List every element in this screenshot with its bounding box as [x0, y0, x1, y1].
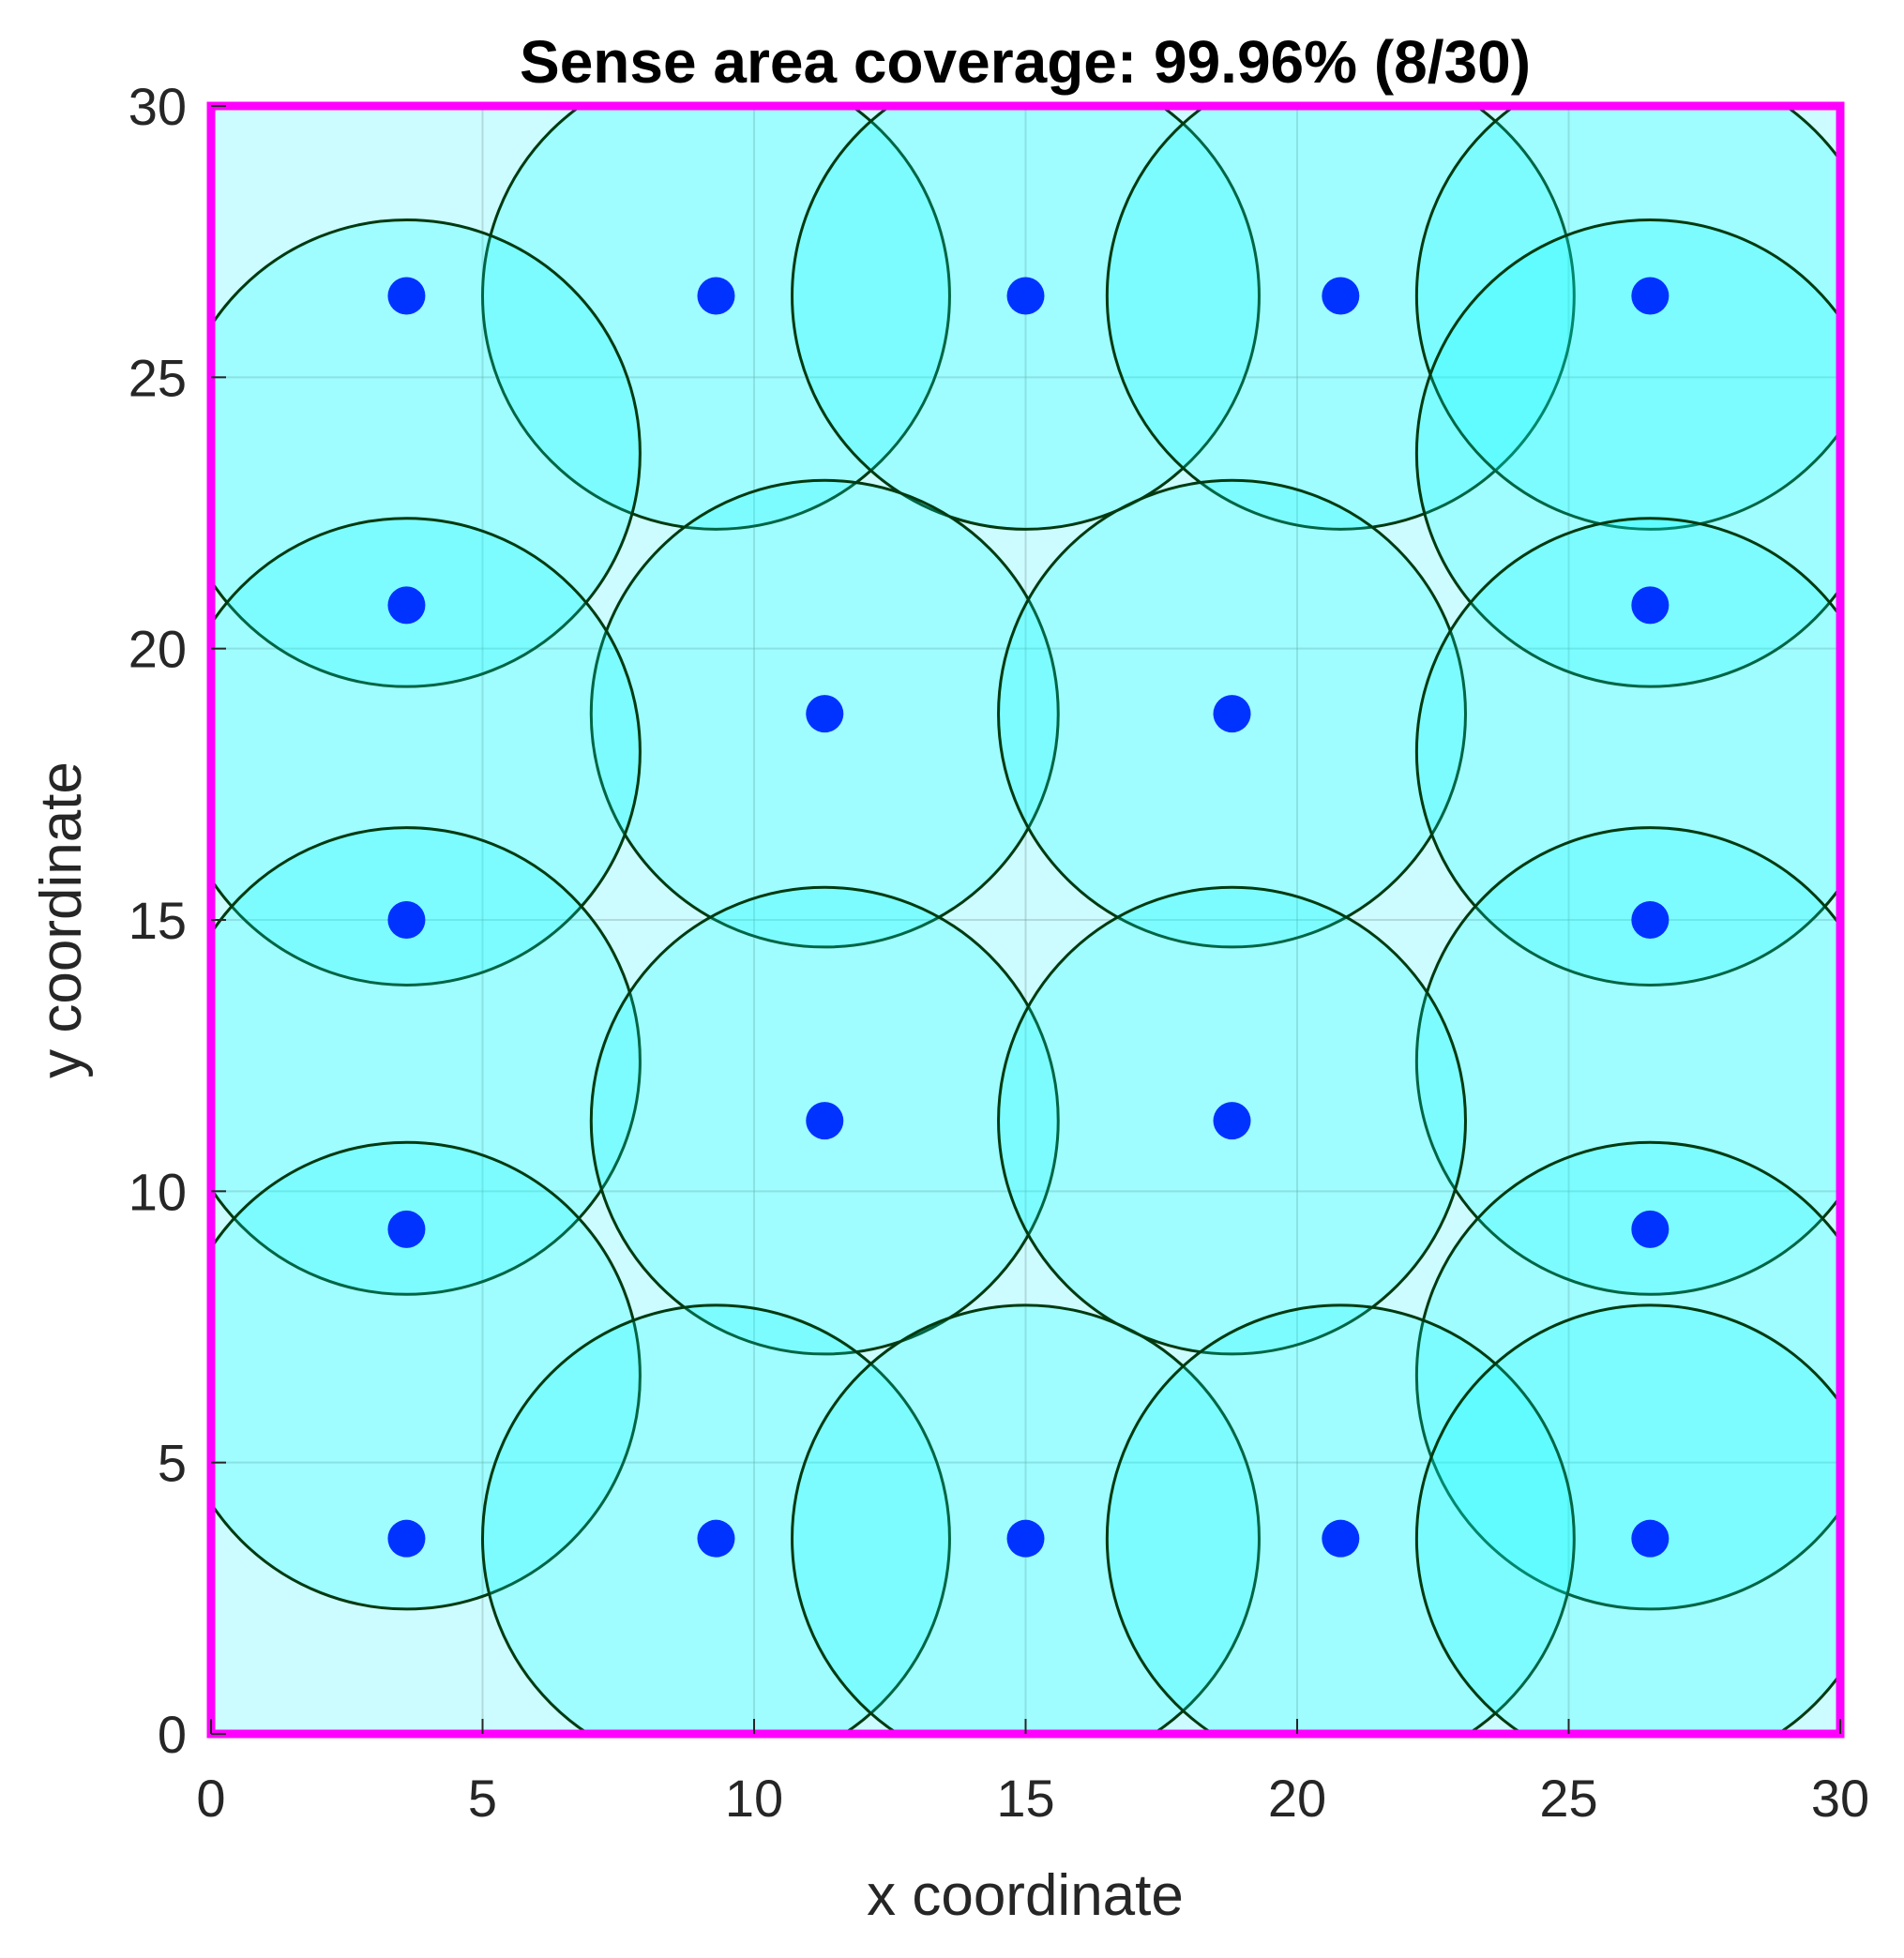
coverage-circle-14: [211, 1140, 642, 1611]
x-axis-label: x coordinate: [867, 1863, 1184, 1928]
x-tick-label-6: 30: [1811, 1769, 1869, 1828]
coverage-circle-9: [1414, 517, 1840, 987]
sensor-point-3: [1322, 277, 1360, 315]
x-tick-label-3: 15: [996, 1769, 1054, 1828]
sensor-point-6: [1631, 586, 1670, 625]
coverage-circle-15: [1414, 1140, 1840, 1611]
x-tick-label-1: 5: [468, 1769, 497, 1828]
coverage-circle-18: [1105, 1303, 1576, 1734]
coverage-circle-2: [1105, 106, 1576, 531]
sensor-point-5: [387, 586, 426, 625]
sensor-point-1: [697, 277, 735, 315]
coverage-circle-16: [481, 1303, 951, 1734]
y-tick-label-2: 10: [128, 1162, 187, 1221]
sensor-point-8: [1213, 695, 1251, 733]
sensor-point-17: [1006, 1519, 1045, 1558]
sensor-point-18: [1322, 1519, 1360, 1558]
coverage-circle-10: [211, 826, 642, 1296]
y-tick-label-6: 30: [128, 77, 187, 136]
coverage-circle-0: [481, 106, 951, 531]
sensor-point-7: [806, 695, 844, 733]
coverage-circle-5: [1414, 218, 1840, 688]
grid: [211, 106, 1840, 1734]
sensor-point-11: [806, 1102, 844, 1140]
sensor-point-4: [1631, 277, 1670, 315]
coverage-circle-1: [791, 106, 1261, 531]
sensor-point-15: [387, 1519, 426, 1558]
sensor-point-0: [387, 277, 426, 315]
y-tick-label-1: 5: [158, 1434, 187, 1493]
axis-ticks: 0 5 10 15 20 25 30 0 5 10 15 20 25 30: [128, 77, 1869, 1828]
x-tick-label-0: 0: [196, 1769, 225, 1828]
y-axis-label: y coordinate: [29, 761, 94, 1078]
sensor-point-2: [1006, 277, 1045, 315]
sensor-point-14: [1631, 1210, 1670, 1248]
coverage-circle-4: [211, 218, 642, 688]
sensor-point-12: [1213, 1102, 1251, 1140]
y-tick-label-3: 15: [128, 891, 187, 950]
sensor-points: [387, 277, 1670, 1558]
x-tick-label-2: 10: [725, 1769, 783, 1828]
coverage-circle-8: [211, 517, 642, 987]
coverage-circle-17: [791, 1303, 1261, 1734]
x-tick-label-5: 25: [1539, 1769, 1597, 1828]
y-tick-label-4: 20: [128, 620, 187, 679]
sensor-point-9: [387, 901, 426, 939]
sensor-point-16: [697, 1519, 735, 1558]
x-tick-label-4: 20: [1268, 1769, 1326, 1828]
sensor-point-19: [1631, 1519, 1670, 1558]
y-tick-label-0: 0: [158, 1705, 187, 1764]
sensor-point-10: [1631, 901, 1670, 939]
coverage-circle-3: [1414, 106, 1840, 531]
coverage-circle-11: [1414, 826, 1840, 1296]
y-tick-label-5: 25: [128, 348, 187, 407]
chart-title: Sense area coverage: 99.96% (8/30): [520, 28, 1531, 96]
coverage-circle-19: [1414, 1303, 1840, 1734]
sensor-point-13: [387, 1210, 426, 1248]
plot-region-background: [211, 106, 1840, 1734]
